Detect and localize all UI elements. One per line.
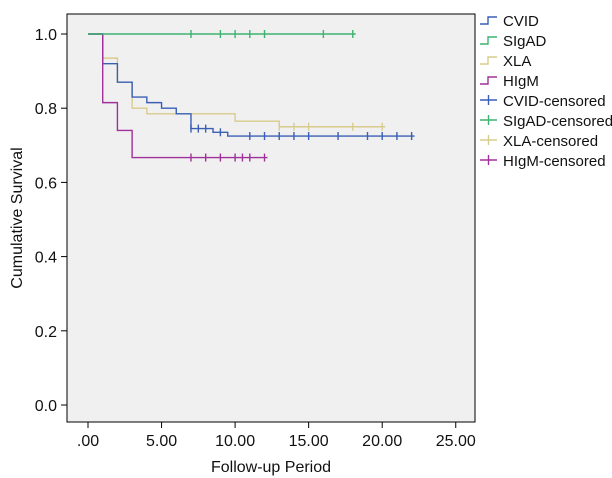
y-tick-label: 1.0 — [35, 27, 57, 44]
legend-item-cvid: CVID — [480, 13, 539, 30]
x-tick-label: 5.00 — [146, 433, 177, 450]
x-tick-label: .00 — [77, 433, 99, 450]
curve-higm — [88, 33, 268, 159]
legend-label: CVID — [503, 13, 539, 30]
legend-label: SIgAD-censored — [503, 113, 612, 130]
curve-xla — [88, 33, 386, 128]
x-axis: .00 5.00 10.00 15.00 20.00 25.00 — [77, 422, 476, 450]
plot-area — [66, 13, 476, 423]
x-tick-label: 15.00 — [289, 433, 329, 450]
y-axis: 0.0 0.2 0.4 0.6 0.8 1.0 — [35, 27, 67, 415]
legend-label: HIgM — [503, 73, 539, 90]
legend-item-xla: XLA — [480, 53, 531, 70]
legend-swatch — [480, 76, 497, 85]
y-axis-label: Cumulative Survival — [9, 147, 26, 288]
x-axis-label: Follow-up Period — [211, 459, 331, 476]
y-tick-label: 0.4 — [35, 250, 57, 267]
legend: CVID SIgAD XLA HIgM CVID-censored SIgAD-censo… — [480, 13, 612, 170]
legend-item-sigad-censored: SIgAD-censored — [480, 113, 612, 130]
x-tick-label: 25.00 — [436, 433, 476, 450]
legend-label: CVID-censored — [503, 93, 606, 110]
censor-marks — [190, 30, 413, 162]
legend-swatch — [480, 36, 497, 45]
legend-label: HIgM-censored — [503, 153, 606, 170]
legend-label: XLA — [503, 53, 531, 70]
legend-swatch — [480, 16, 497, 25]
x-tick-label: 10.00 — [215, 433, 255, 450]
y-tick-label: 0.8 — [35, 101, 57, 118]
survival-curves — [88, 33, 415, 159]
curve-cvid — [88, 33, 415, 137]
y-tick-label: 0.2 — [35, 324, 57, 341]
x-tick-label: 20.00 — [362, 433, 402, 450]
legend-item-sigad: SIgAD — [480, 33, 547, 50]
legend-label: SIgAD — [503, 33, 547, 50]
legend-item-cvid-censored: CVID-censored — [480, 93, 606, 110]
y-tick-label: 0.6 — [35, 175, 57, 192]
legend-label: XLA-censored — [503, 133, 598, 150]
y-tick-label: 0.0 — [35, 398, 57, 415]
legend-item-xla-censored: XLA-censored — [480, 133, 598, 150]
legend-item-higm-censored: HIgM-censored — [480, 153, 606, 170]
legend-swatch — [480, 56, 497, 65]
legend-item-higm: HIgM — [480, 73, 539, 90]
